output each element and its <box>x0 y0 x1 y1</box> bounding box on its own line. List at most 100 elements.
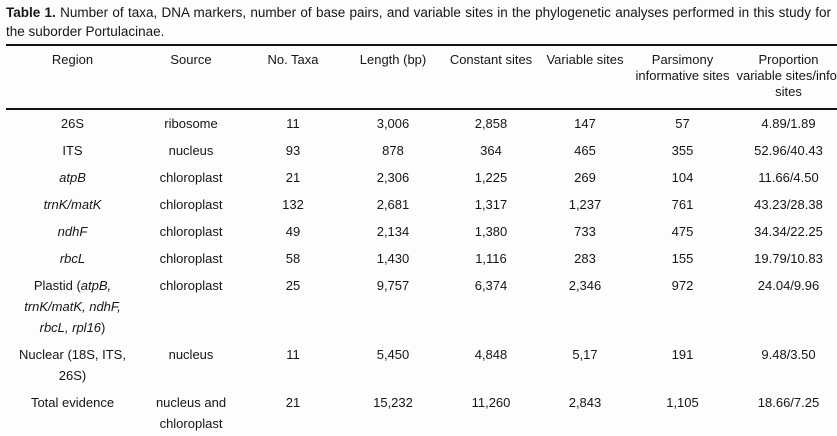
cell-length_bp: 1,430 <box>376 251 410 266</box>
table-body: 26S ribosome 11 3,006 2,858 147 57 4.89/1.89 ITS… <box>6 109 837 436</box>
cell-constant_sites: 6,374 <box>474 278 508 293</box>
table-row: trnK/matK chloroplast 132 2,681 1,317 1,237 76… <box>6 191 837 218</box>
cell-variable_sites: 733 <box>574 224 596 239</box>
cell-constant_sites: 1,380 <box>474 224 508 239</box>
cell-region: trnK/matK <box>6 191 139 218</box>
cell-parsimony_informative_sites: 104 <box>671 170 694 185</box>
cell-source: nucleus and chloroplast <box>155 395 227 431</box>
cell-parsimony_informative_sites: 972 <box>671 278 694 293</box>
cell-proportion: 11.66/4.50 <box>758 170 819 185</box>
cell-no_taxa: 49 <box>285 224 301 239</box>
cell-proportion: 43.23/28.38 <box>754 197 823 212</box>
cell-region: rbcL <box>6 245 139 272</box>
cell-no_taxa: 132 <box>282 197 304 212</box>
cell-parsimony_informative_sites: 191 <box>671 347 694 362</box>
cell-length_bp: 2,134 <box>376 224 410 239</box>
table-row: Nuclear (18S, ITS, 26S) nucleus 11 5,450 4,8… <box>6 341 837 389</box>
cell-no_taxa: 21 <box>285 170 301 185</box>
cell-source: nucleus <box>168 347 214 362</box>
table-row: rbcL chloroplast 58 1,430 1,116 283 155 19.79/1… <box>6 245 837 272</box>
cell-constant_sites: 364 <box>480 143 502 158</box>
cell-constant_sites: 2,858 <box>474 116 508 131</box>
table-row: atpB chloroplast 21 2,306 1,225 269 104 11.66/4… <box>6 164 837 191</box>
cell-region: Nuclear (18S, ITS, 26S) <box>6 341 139 389</box>
cell-parsimony_informative_sites: 155 <box>671 251 694 266</box>
cell-proportion: 9.48/3.50 <box>761 347 816 362</box>
cell-proportion: 4.89/1.89 <box>761 116 816 131</box>
cell-constant_sites: 1,225 <box>474 170 508 185</box>
cell-variable_sites: 2,843 <box>568 395 602 410</box>
cell-region: 26S <box>6 109 139 137</box>
gene-name: rbcL <box>59 251 86 266</box>
cell-no_taxa: 11 <box>286 347 300 362</box>
cell-variable_sites: 465 <box>574 143 596 158</box>
cell-region: atpB <box>6 164 139 191</box>
gene-name: trnK/matK <box>43 197 102 212</box>
cell-proportion: 34.34/22.25 <box>754 224 823 239</box>
table-row: 26S ribosome 11 3,006 2,858 147 57 4.89/1.89 <box>6 109 837 137</box>
column-header-no_taxa: No. Taxa <box>243 45 343 110</box>
column-header-source: Source <box>139 45 243 110</box>
table-caption: Table 1. Number of taxa, DNA markers, nu… <box>6 3 831 41</box>
cell-source: chloroplast <box>159 278 223 293</box>
region-text: Plastid ( <box>33 278 81 293</box>
region-text: Nuclear (18S, ITS, 26S) <box>19 347 126 383</box>
table-row: ndhF chloroplast 49 2,134 1,380 733 475 34.34/2… <box>6 218 837 245</box>
cell-no_taxa: 11 <box>286 116 300 131</box>
cell-parsimony_informative_sites: 475 <box>671 224 694 239</box>
region-text: ITS <box>62 143 83 158</box>
cell-region: Total evidence <box>6 389 139 436</box>
gene-name: atpB <box>59 170 86 185</box>
cell-variable_sites: 2,346 <box>568 278 602 293</box>
region-text: ) <box>101 320 106 335</box>
cell-region: ndhF <box>6 218 139 245</box>
table-caption-label: Table 1. <box>6 5 56 20</box>
cell-variable_sites: 1,237 <box>568 197 602 212</box>
cell-variable_sites: 269 <box>574 170 596 185</box>
cell-parsimony_informative_sites: 761 <box>671 197 694 212</box>
cell-region: Plastid (atpB, trnK/matK, ndhF, rbcL, rp… <box>6 272 139 341</box>
cell-region: ITS <box>6 137 139 164</box>
cell-proportion: 19.79/10.83 <box>754 251 823 266</box>
cell-constant_sites: 11,260 <box>471 395 511 410</box>
cell-proportion: 24.04/9.96 <box>757 278 820 293</box>
gene-name: atpB, trnK/matK, ndhF, rbcL, rpl16 <box>24 278 121 335</box>
cell-no_taxa: 21 <box>285 395 301 410</box>
gene-name: ndhF <box>57 224 88 239</box>
cell-source: ribosome <box>164 116 218 131</box>
column-header-length_bp: Length (bp) <box>343 45 443 110</box>
cell-no_taxa: 93 <box>285 143 301 158</box>
table-row: ITS nucleus 93 878 364 465 355 52.96/40.43 <box>6 137 837 164</box>
cell-length_bp: 5,450 <box>376 347 410 362</box>
cell-constant_sites: 1,116 <box>475 251 507 266</box>
column-header-region: Region <box>6 45 139 110</box>
cell-variable_sites: 283 <box>574 251 596 266</box>
data-table: Region Source No. Taxa Length (bp) Constant … <box>6 44 837 436</box>
cell-source: chloroplast <box>159 170 223 185</box>
column-header-variable_sites: Variable sites <box>539 45 631 110</box>
cell-proportion: 52.96/40.43 <box>754 143 823 158</box>
cell-length_bp: 9,757 <box>376 278 410 293</box>
table-row: Total evidence nucleus and chloroplast 21 1… <box>6 389 837 436</box>
cell-source: chloroplast <box>159 224 223 239</box>
cell-constant_sites: 1,317 <box>474 197 508 212</box>
cell-constant_sites: 4,848 <box>474 347 508 362</box>
table-row: Plastid (atpB, trnK/matK, ndhF, rbcL, rp… <box>6 272 837 341</box>
cell-length_bp: 878 <box>382 143 404 158</box>
cell-variable_sites: 5,17 <box>572 347 598 362</box>
region-text: Total evidence <box>30 395 115 410</box>
cell-parsimony_informative_sites: 1,105 <box>666 395 699 410</box>
cell-no_taxa: 58 <box>285 251 301 266</box>
column-header-proportion: Proportion variable sites/info. sites <box>734 45 837 110</box>
region-text: 26S <box>60 116 85 131</box>
table-caption-text: Number of taxa, DNA markers, number of b… <box>6 5 831 39</box>
cell-length_bp: 15,232 <box>373 395 413 410</box>
cell-proportion: 18.66/7.25 <box>757 395 820 410</box>
column-header-constant_sites: Constant sites <box>443 45 539 110</box>
cell-length_bp: 2,306 <box>376 170 410 185</box>
cell-source: chloroplast <box>159 251 223 266</box>
cell-length_bp: 3,006 <box>376 116 410 131</box>
header-row: Region Source No. Taxa Length (bp) Constant … <box>6 45 837 110</box>
cell-parsimony_informative_sites: 57 <box>675 116 690 131</box>
